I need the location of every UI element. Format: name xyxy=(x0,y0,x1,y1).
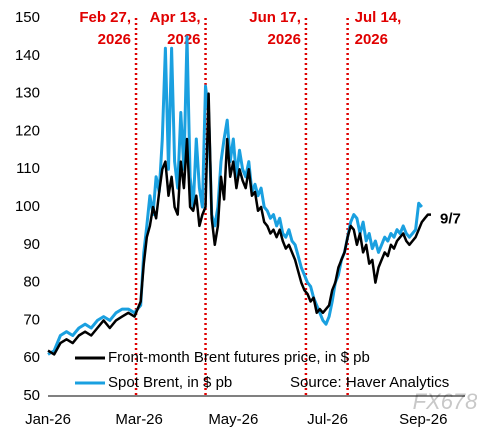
y-tick-label: 120 xyxy=(15,122,40,139)
x-tick-label: Sep-26 xyxy=(399,411,447,428)
end-label: 9/7 xyxy=(440,211,461,228)
x-tick-label: Jul-26 xyxy=(307,411,348,428)
watermark: FX678 xyxy=(413,389,477,414)
y-tick-label: 150 xyxy=(15,9,40,26)
y-tick-label: 60 xyxy=(23,349,40,366)
event-label: 2026 xyxy=(167,31,200,48)
legend-label: Spot Brent, in $ pb xyxy=(108,374,232,391)
y-tick-label: 110 xyxy=(16,160,40,177)
x-tick-label: Jan-26 xyxy=(25,411,71,428)
y-tick-label: 50 xyxy=(23,387,40,404)
legend-label: Front-month Brent futures price, in $ pb xyxy=(108,349,370,366)
x-tick-label: May-26 xyxy=(208,411,258,428)
y-tick-label: 130 xyxy=(15,85,40,102)
source-note: Source: Haver Analytics xyxy=(290,374,449,391)
event-label: Jun 17, xyxy=(249,9,301,26)
event-label: 2026 xyxy=(98,31,131,48)
y-tick-label: 140 xyxy=(15,47,40,64)
series-line xyxy=(47,92,431,356)
y-tick-label: 70 xyxy=(23,311,40,328)
y-tick-label: 80 xyxy=(23,274,40,291)
event-label: 2026 xyxy=(268,31,301,48)
y-tick-label: 90 xyxy=(23,236,40,253)
event-label: Feb 27, xyxy=(79,9,131,26)
event-label: Jul 14, xyxy=(355,9,402,26)
event-label: Apr 13, xyxy=(150,9,201,26)
series-line xyxy=(47,35,423,356)
x-tick-label: Mar-26 xyxy=(115,411,163,428)
event-label: 2026 xyxy=(355,31,388,48)
y-tick-label: 100 xyxy=(15,198,40,215)
